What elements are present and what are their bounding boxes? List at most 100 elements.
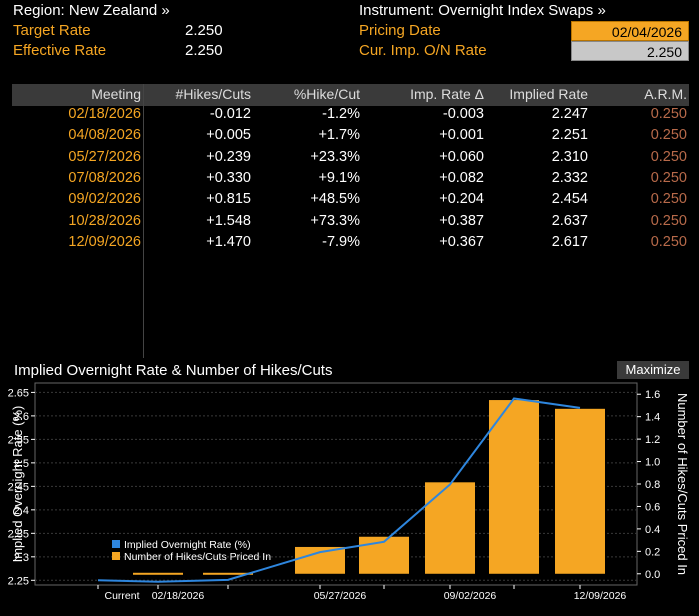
cell-implied-rate: 2.332 <box>551 169 588 186</box>
x-tick-label: 09/02/2026 <box>444 590 497 602</box>
bar <box>425 482 475 574</box>
right-tick-label: 1.4 <box>645 412 660 424</box>
legend-bar-swatch <box>112 552 120 560</box>
legend-line-label: Implied Overnight Rate (%) <box>124 539 251 551</box>
right-tick-label: 0.6 <box>645 501 660 513</box>
cell-imp-rate-delta: +0.001 <box>439 127 484 144</box>
cell-imp-rate-delta: +0.204 <box>439 191 484 208</box>
col-meeting[interactable]: Meeting <box>91 86 141 102</box>
table-row[interactable]: 04/08/2026 +0.005 +1.7% +0.001 2.251 0.250 <box>12 127 689 148</box>
effective-rate-label: Effective Rate <box>13 42 107 59</box>
region-selector[interactable]: Region: New Zealand » <box>13 2 170 19</box>
col-pct-hike-cut[interactable]: %Hike/Cut <box>293 86 360 102</box>
cell-imp-rate-delta: +0.082 <box>439 169 484 186</box>
right-tick-label: 0.0 <box>645 569 660 581</box>
rate-line <box>97 397 581 583</box>
left-tick-label: 2.65 <box>8 387 29 399</box>
left-tick-label: 2.55 <box>8 434 29 446</box>
pricing-date-input[interactable]: 02/04/2026 <box>571 21 689 41</box>
right-tick-label: 0.4 <box>645 524 660 536</box>
cell-hikes-cuts: +1.470 <box>206 233 251 250</box>
table-row[interactable]: 07/08/2026 +0.330 +9.1% +0.082 2.332 0.250 <box>12 170 689 191</box>
cell-meeting: 04/08/2026 <box>68 127 141 144</box>
col-arm[interactable]: A.R.M. <box>644 86 687 102</box>
cell-imp-rate-delta: +0.367 <box>439 233 484 250</box>
cell-meeting: 07/08/2026 <box>68 169 141 186</box>
meetings-table: Meeting #Hikes/Cuts %Hike/Cut Imp. Rate … <box>12 84 689 358</box>
cell-imp-rate-delta: +0.060 <box>439 148 484 165</box>
cell-arm: 0.250 <box>650 169 687 186</box>
target-rate-label: Target Rate <box>13 22 91 39</box>
plot-area <box>34 382 638 586</box>
cell-arm: 0.250 <box>650 148 687 165</box>
x-tick-label: 02/18/2026 <box>152 590 205 602</box>
y-axis-label-left: Implied Overnight Rate (%) <box>10 406 25 563</box>
cur-imp-rate-input[interactable]: 2.250 <box>571 41 689 61</box>
column-divider <box>143 84 144 358</box>
cell-hikes-cuts: +0.239 <box>206 148 251 165</box>
right-tick-label: 1.2 <box>645 434 660 446</box>
cell-hikes-cuts: +0.005 <box>206 127 251 144</box>
cell-implied-rate: 2.310 <box>551 148 588 165</box>
cell-meeting: 12/09/2026 <box>68 233 141 250</box>
left-tick-label: 2.45 <box>8 481 29 493</box>
table-row[interactable]: 09/02/2026 +0.815 +48.5% +0.204 2.454 0.250 <box>12 191 689 212</box>
cell-hikes-cuts: -0.012 <box>209 106 251 122</box>
cur-imp-rate-label: Cur. Imp. O/N Rate <box>359 42 487 59</box>
right-tick-label: 0.8 <box>645 479 660 491</box>
maximize-button[interactable]: Maximize <box>617 361 689 379</box>
target-rate-value: 2.250 <box>185 22 223 39</box>
cell-hikes-cuts: +0.330 <box>206 169 251 186</box>
cell-pct-hike-cut: +23.3% <box>310 148 360 165</box>
right-tick-label: 1.6 <box>645 389 660 401</box>
cell-pct-hike-cut: -1.2% <box>322 106 360 122</box>
legend-line-swatch <box>112 540 120 548</box>
bar <box>203 572 253 575</box>
col-hikes-cuts[interactable]: #Hikes/Cuts <box>175 86 251 102</box>
left-tick-label: 2.35 <box>8 528 29 540</box>
cell-pct-hike-cut: +1.7% <box>318 127 360 144</box>
table-row[interactable]: 05/27/2026 +0.239 +23.3% +0.060 2.310 0.250 <box>12 149 689 170</box>
col-implied-rate[interactable]: Implied Rate <box>509 86 588 102</box>
left-tick-label: 2.25 <box>8 575 29 587</box>
cell-arm: 0.250 <box>650 106 687 122</box>
col-imp-rate-delta[interactable]: Imp. Rate Δ <box>410 86 484 102</box>
cell-meeting: 09/02/2026 <box>68 191 141 208</box>
x-tick-label: 05/27/2026 <box>314 590 367 602</box>
pricing-date-label: Pricing Date <box>359 22 441 39</box>
cell-implied-rate: 2.637 <box>551 212 588 229</box>
cell-meeting: 05/27/2026 <box>68 148 141 165</box>
x-axis-ticks: Current 02/18/2026 05/27/2026 09/02/2026 12/… <box>97 585 626 602</box>
right-axis-ticks: 0.0 0.2 0.4 0.6 0.8 1.0 1.2 1.4 1.6 <box>637 389 660 581</box>
cell-imp-rate-delta: -0.003 <box>442 106 484 122</box>
bars-series <box>133 400 605 575</box>
cell-implied-rate: 2.247 <box>551 106 588 122</box>
cell-hikes-cuts: +1.548 <box>206 212 251 229</box>
legend-bar-label: Number of Hikes/Cuts Priced In <box>124 551 271 563</box>
cell-meeting: 02/18/2026 <box>68 106 141 122</box>
y-axis-label-right: Number of Hikes/Cuts Priced In <box>675 393 690 575</box>
right-tick-label: 1.0 <box>645 457 660 469</box>
table-header: Meeting #Hikes/Cuts %Hike/Cut Imp. Rate … <box>12 84 689 106</box>
cell-arm: 0.250 <box>650 233 687 250</box>
left-axis-ticks: 2.25 2.3 2.35 2.4 2.45 2.5 2.55 2.6 2.65 <box>8 387 35 587</box>
table-row[interactable]: 02/18/2026 -0.012 -1.2% -0.003 2.247 0.250 <box>12 106 689 127</box>
cell-hikes-cuts: +0.815 <box>206 191 251 208</box>
table-row[interactable]: 10/28/2026 +1.548 +73.3% +0.387 2.637 0.250 <box>12 213 689 234</box>
legend: Implied Overnight Rate (%) Number of Hik… <box>112 539 271 563</box>
bar <box>489 400 539 574</box>
cell-pct-hike-cut: +48.5% <box>310 191 360 208</box>
instrument-selector[interactable]: Instrument: Overnight Index Swaps » <box>359 2 606 19</box>
effective-rate-value: 2.250 <box>185 42 223 59</box>
left-tick-label: 2.4 <box>14 505 29 517</box>
right-tick-label: 0.2 <box>645 546 660 558</box>
x-tick-label: Current <box>104 590 139 602</box>
cell-meeting: 10/28/2026 <box>68 212 141 229</box>
cell-arm: 0.250 <box>650 191 687 208</box>
left-tick-label: 2.6 <box>14 411 29 423</box>
cell-implied-rate: 2.251 <box>551 127 588 144</box>
cell-pct-hike-cut: -7.9% <box>322 233 360 250</box>
left-tick-label: 2.5 <box>14 458 29 470</box>
table-row[interactable]: 12/09/2026 +1.470 -7.9% +0.367 2.617 0.250 <box>12 234 689 255</box>
cell-implied-rate: 2.454 <box>551 191 588 208</box>
